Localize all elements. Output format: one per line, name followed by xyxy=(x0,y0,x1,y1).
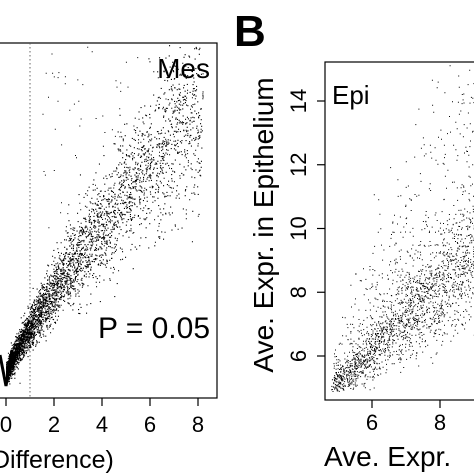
panel-letter-b: B xyxy=(234,7,266,56)
x-tick-label: 6 xyxy=(144,412,156,437)
origin-point-cluster xyxy=(0,349,14,387)
y-tick-label: 12 xyxy=(286,153,311,177)
panel-title-epi: Epi xyxy=(332,80,370,110)
y-tick-label: 14 xyxy=(286,89,311,113)
y-tick-label: 6 xyxy=(286,350,311,362)
x-axis-ticks-mes: 0 2 4 6 8 xyxy=(0,398,204,437)
y-tick-label: 8 xyxy=(286,286,311,298)
plot-frame-epi xyxy=(324,61,474,401)
x-tick-label: 0 xyxy=(0,412,12,437)
y-axis-ticks-epi: 6 8 10 12 14 xyxy=(286,89,325,362)
x-tick-label: 2 xyxy=(48,412,60,437)
scatter-point-cloud xyxy=(6,45,204,386)
scatter-point-cloud xyxy=(331,65,474,392)
x-tick-label: 8 xyxy=(192,412,204,437)
x-tick-label: 4 xyxy=(96,412,108,437)
plot-frame-mes xyxy=(0,42,218,399)
y-axis-label-epi: Ave. Expr. in Epithelium xyxy=(248,77,279,372)
scatter-points-mes xyxy=(0,45,204,387)
panel-title-mes: Mes xyxy=(157,53,210,84)
x-tick-label: 6 xyxy=(366,410,378,435)
scatter-points-epi xyxy=(331,65,474,392)
x-axis-label-mes: Difference) xyxy=(0,446,114,474)
p-value-annotation: P = 0.05 xyxy=(98,312,210,345)
x-axis-label-epi: Ave. Expr. xyxy=(324,441,451,472)
x-tick-label: 8 xyxy=(434,410,446,435)
scatter-panel-mes: Mes P = 0.05 0 2 4 6 8 Difference) xyxy=(0,42,218,474)
y-tick-label: 10 xyxy=(286,216,311,240)
